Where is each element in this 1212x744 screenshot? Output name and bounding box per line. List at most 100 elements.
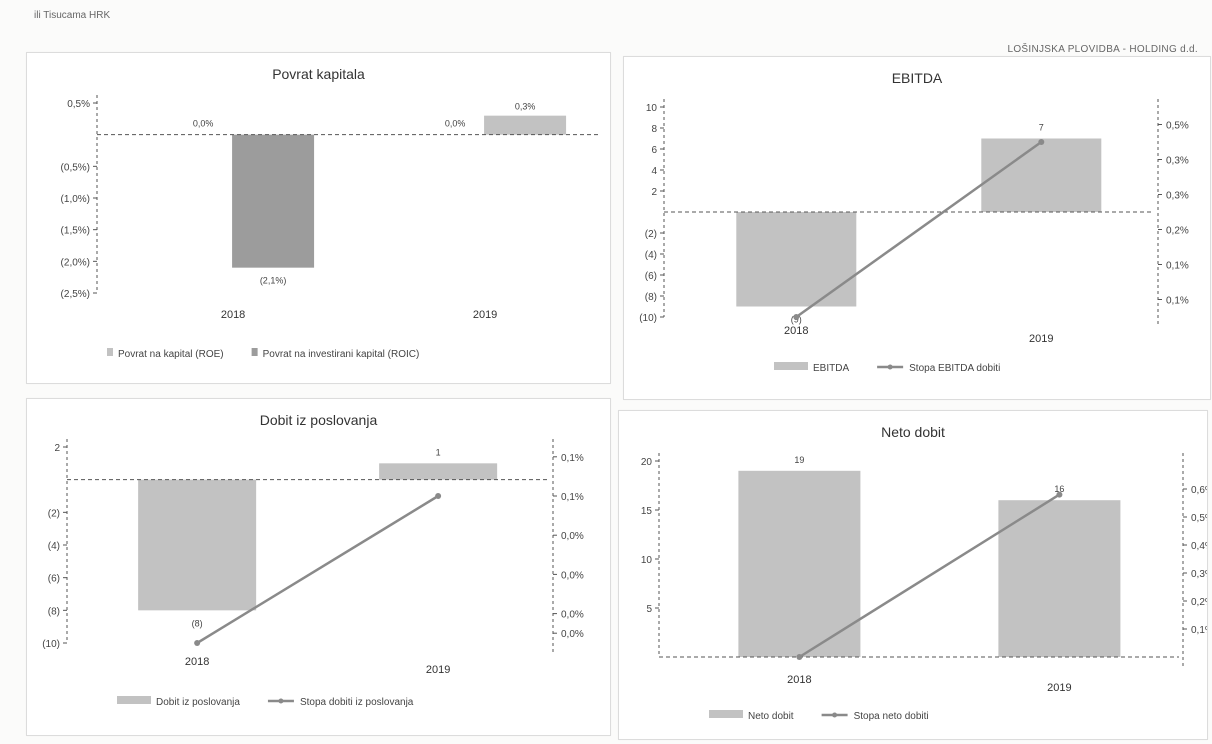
legend-label: Dobit iz poslovanja [156, 697, 240, 708]
series-line [798, 493, 1061, 659]
chart-title: Povrat kapitala [272, 66, 365, 82]
series-point [1056, 491, 1063, 498]
y2-tick-label: 0,1% [1166, 261, 1189, 272]
y2-tick-label: 0,3% [1191, 569, 1207, 580]
data-label-roe: 0,0% [445, 119, 466, 129]
legend-label: Stopa neto dobiti [854, 711, 929, 722]
y-tick-label: (1,5%) [61, 226, 90, 237]
y-tick-label: 0,5% [67, 99, 90, 110]
y-tick-label: (8) [48, 606, 60, 617]
data-label-roic: (2,1%) [260, 276, 287, 286]
y2-tick-label: 0,5% [1191, 513, 1207, 524]
data-label: 7 [1039, 123, 1044, 133]
x-tick-label: 2019 [1047, 682, 1071, 694]
series-point [796, 654, 803, 660]
y-tick-label: 5 [646, 604, 652, 615]
data-label: 1 [436, 447, 441, 457]
x-tick-label: 2019 [1029, 333, 1053, 345]
legend-swatch [107, 348, 113, 356]
units-note: ili Tisucama HRK [34, 10, 111, 21]
y2-tick-label: 0,3% [1166, 191, 1189, 202]
data-label: 16 [1054, 484, 1064, 494]
bar [998, 500, 1121, 657]
chart-title: EBITDA [892, 70, 943, 86]
y-tick-label: (8) [645, 292, 657, 303]
chart-title: Dobit iz poslovanja [260, 412, 378, 428]
chart-dobit-iz-poslovanja: Dobit iz poslovanja 2 (2) (4) (6) (8) (10) 0,1%… [42, 412, 584, 708]
y-tick-label: (4) [645, 250, 657, 261]
series-point [435, 493, 442, 499]
legend-swatch [251, 348, 258, 356]
chart-neto-dobit: Neto dobit 20 15 10 5 0,6% 0,5% 0,4% 0,3% 0,2% 0,1… [641, 424, 1207, 722]
company-name: LOŠINJSKA PLOVIDBA - HOLDING d.d. [1007, 44, 1198, 55]
chart-title: Neto dobit [881, 424, 945, 440]
y-tick-label: 6 [651, 145, 657, 156]
series-line [795, 140, 1043, 319]
y-tick-label: 2 [54, 443, 60, 454]
y2-tick-label: 0,5% [1166, 121, 1189, 132]
y-tick-label: (2) [645, 229, 657, 240]
series-point [194, 640, 201, 646]
bar [738, 470, 861, 657]
x-tick-label: 2019 [426, 664, 450, 676]
y2-tick-label: 0,1% [561, 492, 584, 503]
bar [736, 212, 857, 307]
legend-swatch [709, 710, 743, 718]
chart-panel-neto-dobit: Neto dobit 20 15 10 5 0,6% 0,5% 0,4% 0,3% 0,2% 0,1… [618, 410, 1208, 740]
chart-ebitda: EBITDA 10 8 6 4 2 (2) (4) (6) (8) (10) 0,5% 0,3% 0,3%… [639, 70, 1189, 374]
y-tick-label: (10) [639, 313, 657, 324]
bar-roic [484, 115, 567, 135]
chart-panel-dobit-iz-poslovanja: Dobit iz poslovanja 2 (2) (4) (6) (8) (10) 0,1%… [26, 398, 611, 736]
y-tick-label: (1,0%) [61, 194, 90, 205]
legend-swatch [117, 696, 151, 704]
chart-panel-povrat-kapitala: Povrat kapitala 0,5% (0,5%) (1,0%) (1,5%) (2,… [26, 52, 611, 384]
y2-tick-label: 0,0% [561, 610, 584, 621]
y-tick-label: 15 [641, 506, 653, 517]
legend-swatch-point [832, 712, 838, 718]
y-tick-label: (2) [48, 508, 60, 519]
y-tick-label: (4) [48, 541, 60, 552]
y2-tick-label: 0,0% [561, 629, 584, 640]
y2-tick-label: 0,2% [1166, 226, 1189, 237]
y-tick-label: (2,0%) [61, 257, 90, 268]
x-tick-label: 2018 [185, 656, 209, 668]
x-tick-label: 2019 [473, 309, 497, 321]
chart-panel-ebitda: EBITDA 10 8 6 4 2 (2) (4) (6) (8) (10) 0,5% 0,3% 0,3%… [623, 56, 1211, 400]
y-tick-label: 4 [651, 166, 657, 177]
data-label: 19 [794, 455, 804, 465]
bar-roic [232, 134, 315, 268]
legend-swatch [774, 362, 808, 370]
bar [138, 479, 257, 611]
y-tick-label: 20 [641, 457, 653, 468]
y-tick-label: 10 [646, 103, 658, 114]
legend-label: Stopa dobiti iz poslovanja [300, 697, 414, 708]
y-tick-label: 8 [651, 124, 657, 135]
bar [981, 138, 1102, 212]
y2-tick-label: 0,1% [1191, 625, 1207, 636]
legend-label: Stopa EBITDA dobiti [909, 363, 1000, 374]
legend-label: Povrat na investirani kapital (ROIC) [263, 349, 420, 360]
legend-swatch-point [278, 698, 284, 704]
legend-swatch-point [887, 364, 893, 370]
y-tick-label: 10 [641, 555, 653, 566]
x-tick-label: 2018 [787, 674, 811, 686]
y-tick-label: (6) [48, 574, 60, 585]
y2-tick-label: 0,1% [561, 453, 584, 464]
y2-tick-label: 0,3% [1166, 156, 1189, 167]
data-label-roe: 0,0% [193, 119, 214, 129]
legend-label: Neto dobit [748, 711, 794, 722]
chart-povrat-kapitala: Povrat kapitala 0,5% (0,5%) (1,0%) (1,5%) (2,… [61, 66, 601, 360]
y-tick-label: 2 [651, 187, 657, 198]
y-tick-label: (10) [42, 639, 60, 650]
y2-tick-label: 0,0% [561, 531, 584, 542]
series-point [793, 314, 800, 320]
y2-tick-label: 0,2% [1191, 597, 1207, 608]
data-label: (8) [192, 618, 203, 628]
legend-label: EBITDA [813, 363, 849, 374]
legend-label: Povrat na kapital (ROE) [118, 349, 224, 360]
y-tick-label: (2,5%) [61, 289, 90, 300]
y2-tick-label: 0,1% [1166, 296, 1189, 307]
y2-tick-label: 0,4% [1191, 541, 1207, 552]
y-tick-label: (0,5%) [61, 162, 90, 173]
y2-tick-label: 0,0% [561, 570, 584, 581]
